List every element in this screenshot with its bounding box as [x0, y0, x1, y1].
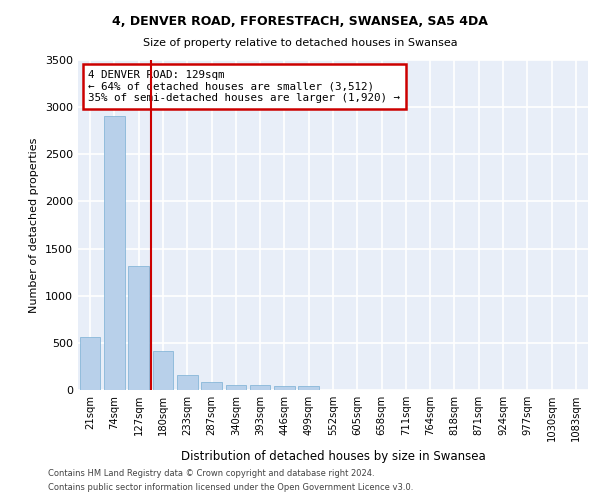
- Bar: [201, 382, 222, 390]
- Bar: [226, 385, 246, 390]
- Bar: [177, 376, 197, 390]
- Bar: [128, 266, 149, 390]
- Text: Contains public sector information licensed under the Open Government Licence v3: Contains public sector information licen…: [48, 484, 413, 492]
- Y-axis label: Number of detached properties: Number of detached properties: [29, 138, 40, 312]
- Text: Size of property relative to detached houses in Swansea: Size of property relative to detached ho…: [143, 38, 457, 48]
- X-axis label: Distribution of detached houses by size in Swansea: Distribution of detached houses by size …: [181, 450, 485, 462]
- Bar: [104, 116, 125, 390]
- Text: 4, DENVER ROAD, FFORESTFACH, SWANSEA, SA5 4DA: 4, DENVER ROAD, FFORESTFACH, SWANSEA, SA…: [112, 15, 488, 28]
- Text: Contains HM Land Registry data © Crown copyright and database right 2024.: Contains HM Land Registry data © Crown c…: [48, 468, 374, 477]
- Text: 4 DENVER ROAD: 129sqm
← 64% of detached houses are smaller (3,512)
35% of semi-d: 4 DENVER ROAD: 129sqm ← 64% of detached …: [88, 70, 400, 103]
- Bar: [298, 386, 319, 390]
- Bar: [274, 386, 295, 390]
- Bar: [80, 337, 100, 390]
- Bar: [250, 386, 271, 390]
- Bar: [152, 351, 173, 390]
